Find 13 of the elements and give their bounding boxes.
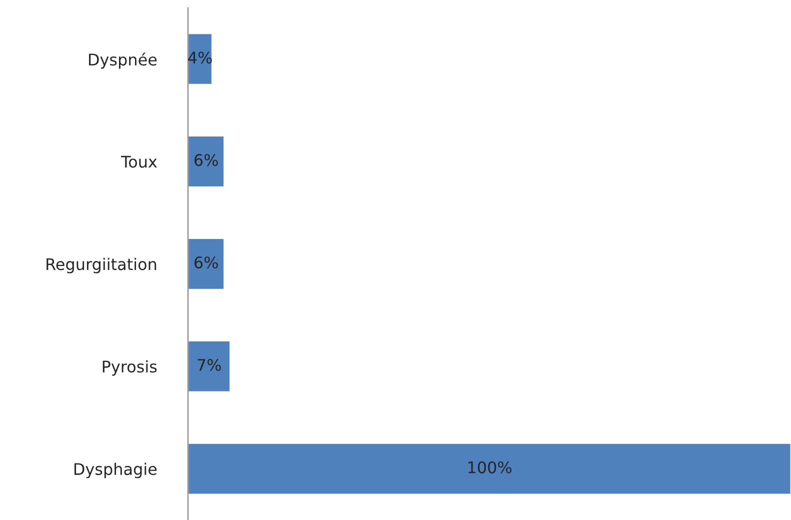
data-label: 6% [194,256,218,269]
data-label: 6% [194,154,218,166]
y-tick-label: Dysphagie [74,462,157,478]
bar [188,340,231,393]
y-tick-label: Toux [121,156,157,168]
bar [188,238,225,290]
y-tick-label: Dyspnée [89,52,157,69]
y-tick-label: Regurgiitation [46,258,156,274]
bar [188,442,791,496]
data-label: 7% [198,358,221,371]
bar [188,135,225,188]
data-label: 100% [468,461,512,474]
y-tick-label: Pyrosis [102,360,157,376]
